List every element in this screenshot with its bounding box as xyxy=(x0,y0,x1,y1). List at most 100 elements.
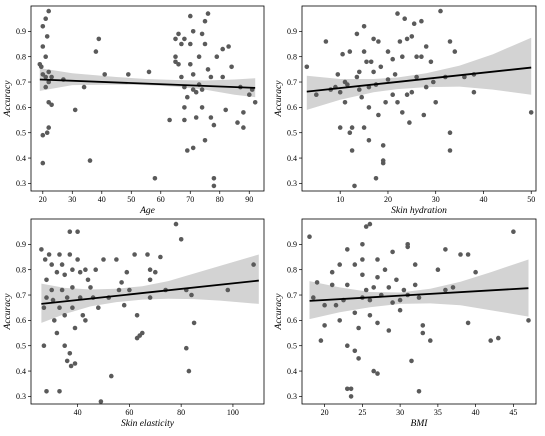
skin-hydration-x-tick-label: 40 xyxy=(479,195,487,204)
panel-bmi: 20 25 30 35 40 45 0.3 0.4 0.5 0.6 0.7 0.8 0.9 BMI Accu… xyxy=(274,218,537,429)
age-data-point xyxy=(43,16,48,22)
age-data-point xyxy=(202,138,208,143)
skin-elasticity-data-point xyxy=(178,237,184,242)
skin-hydration-y-tick-label: 0.5 xyxy=(287,129,297,138)
bmi-y-axis-label: Accuracy xyxy=(274,293,284,331)
bmi-data-point xyxy=(322,323,327,328)
age-data-point xyxy=(199,105,205,110)
skin-elasticity-data-point xyxy=(147,267,153,273)
bmi-x-tick-label: 40 xyxy=(472,408,480,417)
skin-hydration-data-point xyxy=(380,160,386,166)
bmi-y-tick-label: 0.8 xyxy=(287,265,297,274)
age-data-point xyxy=(167,117,172,123)
skin-elasticity-data-point xyxy=(145,252,150,257)
bmi-y-tick-label: 0.7 xyxy=(287,291,297,300)
skin-hydration-data-point xyxy=(357,87,362,92)
age-y-tick-label: 0.5 xyxy=(16,129,26,138)
bmi-data-point xyxy=(428,338,433,343)
skin-hydration-data-point xyxy=(340,51,345,57)
skin-hydration-data-point xyxy=(354,31,360,37)
bmi-y-tick-label: 0.4 xyxy=(287,367,297,376)
bmi-y-tick-label: 0.5 xyxy=(287,342,297,351)
skin-elasticity-data-point xyxy=(41,343,47,349)
skin-elasticity-data-point xyxy=(173,221,179,227)
age-data-point xyxy=(252,100,258,105)
age-data-point xyxy=(152,176,158,181)
bmi-data-point xyxy=(333,302,339,308)
skin-hydration-data-point xyxy=(366,138,372,143)
age-data-point xyxy=(229,64,234,70)
skin-elasticity-data-point xyxy=(72,325,78,331)
bmi-data-point xyxy=(356,325,361,331)
bmi-data-point xyxy=(386,328,392,333)
bmi-data-point xyxy=(345,343,350,349)
skin-elasticity-data-point xyxy=(134,313,140,318)
bmi-data-point xyxy=(363,224,369,229)
age-x-axis-label: Age xyxy=(139,206,155,216)
skin-hydration-data-point xyxy=(359,94,365,100)
age-data-point xyxy=(40,24,46,29)
skin-elasticity-y-axis-label: Accuracy xyxy=(3,293,13,331)
bmi-data-point xyxy=(473,269,478,275)
bmi-data-point xyxy=(345,282,350,288)
age-data-point xyxy=(44,130,50,135)
skin-hydration-data-point xyxy=(385,77,391,82)
bmi-data-point xyxy=(420,323,426,328)
age-data-point xyxy=(185,148,190,153)
age-data-point xyxy=(176,31,181,37)
age-data-point xyxy=(247,92,252,97)
bmi-data-point xyxy=(435,267,441,273)
age-data-point xyxy=(205,11,211,16)
skin-hydration-y-tick-label: 0.4 xyxy=(287,154,297,163)
skin-hydration-x-axis-label: Skin hydration xyxy=(391,206,447,216)
skin-elasticity-data-point xyxy=(101,257,106,262)
skin-elasticity-data-point xyxy=(57,305,62,311)
age-data-point xyxy=(202,18,208,24)
age-x-tick-label: 20 xyxy=(39,195,47,204)
age-data-point xyxy=(182,117,187,123)
skin-hydration-data-point xyxy=(419,54,424,59)
age-data-point xyxy=(202,41,208,47)
age-data-point xyxy=(190,87,196,92)
bmi-data-point xyxy=(465,252,471,257)
skin-hydration-data-point xyxy=(383,100,388,105)
bmi-data-point xyxy=(311,295,316,300)
skin-elasticity-y-tick-label: 0.4 xyxy=(16,367,26,376)
skin-elasticity-data-point xyxy=(44,277,49,283)
skin-elasticity-y-tick-label: 0.6 xyxy=(16,316,26,325)
bmi-data-point xyxy=(416,295,422,300)
skin-elasticity-data-point xyxy=(70,267,75,273)
age-data-point xyxy=(190,29,196,34)
skin-elasticity-data-point xyxy=(98,399,104,404)
skin-elasticity-data-point xyxy=(49,287,54,293)
age-data-point xyxy=(193,115,199,120)
skin-hydration-data-point xyxy=(378,64,384,70)
skin-hydration-x-tick-label: 10 xyxy=(336,195,344,204)
bmi-data-point xyxy=(416,389,422,394)
age-y-tick-label: 0.8 xyxy=(16,52,26,61)
bmi-data-point xyxy=(390,249,395,255)
age-data-point xyxy=(188,41,193,47)
skin-elasticity-data-point xyxy=(140,330,145,336)
bmi-data-point xyxy=(397,307,403,313)
skin-hydration-data-point xyxy=(314,92,319,97)
age-data-point xyxy=(49,74,54,80)
bmi-data-point xyxy=(375,275,380,280)
skin-hydration-data-point xyxy=(385,49,391,54)
skin-elasticity-data-point xyxy=(68,363,74,369)
bmi-confidence-band xyxy=(309,259,529,320)
skin-elasticity-data-point xyxy=(67,351,73,356)
bmi-y-tick-label: 0.6 xyxy=(287,316,297,325)
skin-elasticity-data-point xyxy=(96,305,101,311)
age-y-tick-label: 0.4 xyxy=(16,154,26,163)
skin-hydration-data-point xyxy=(423,84,429,90)
age-data-point xyxy=(235,120,240,125)
skin-hydration-data-point xyxy=(411,21,417,27)
skin-elasticity-data-point xyxy=(124,269,130,275)
bmi-x-tick-label: 35 xyxy=(434,408,442,417)
age-plot-frame xyxy=(30,5,265,192)
skin-hydration-data-point xyxy=(423,44,429,49)
bmi-data-point xyxy=(314,280,320,285)
skin-elasticity-data-point xyxy=(57,252,62,257)
skin-hydration-data-point xyxy=(335,72,341,77)
